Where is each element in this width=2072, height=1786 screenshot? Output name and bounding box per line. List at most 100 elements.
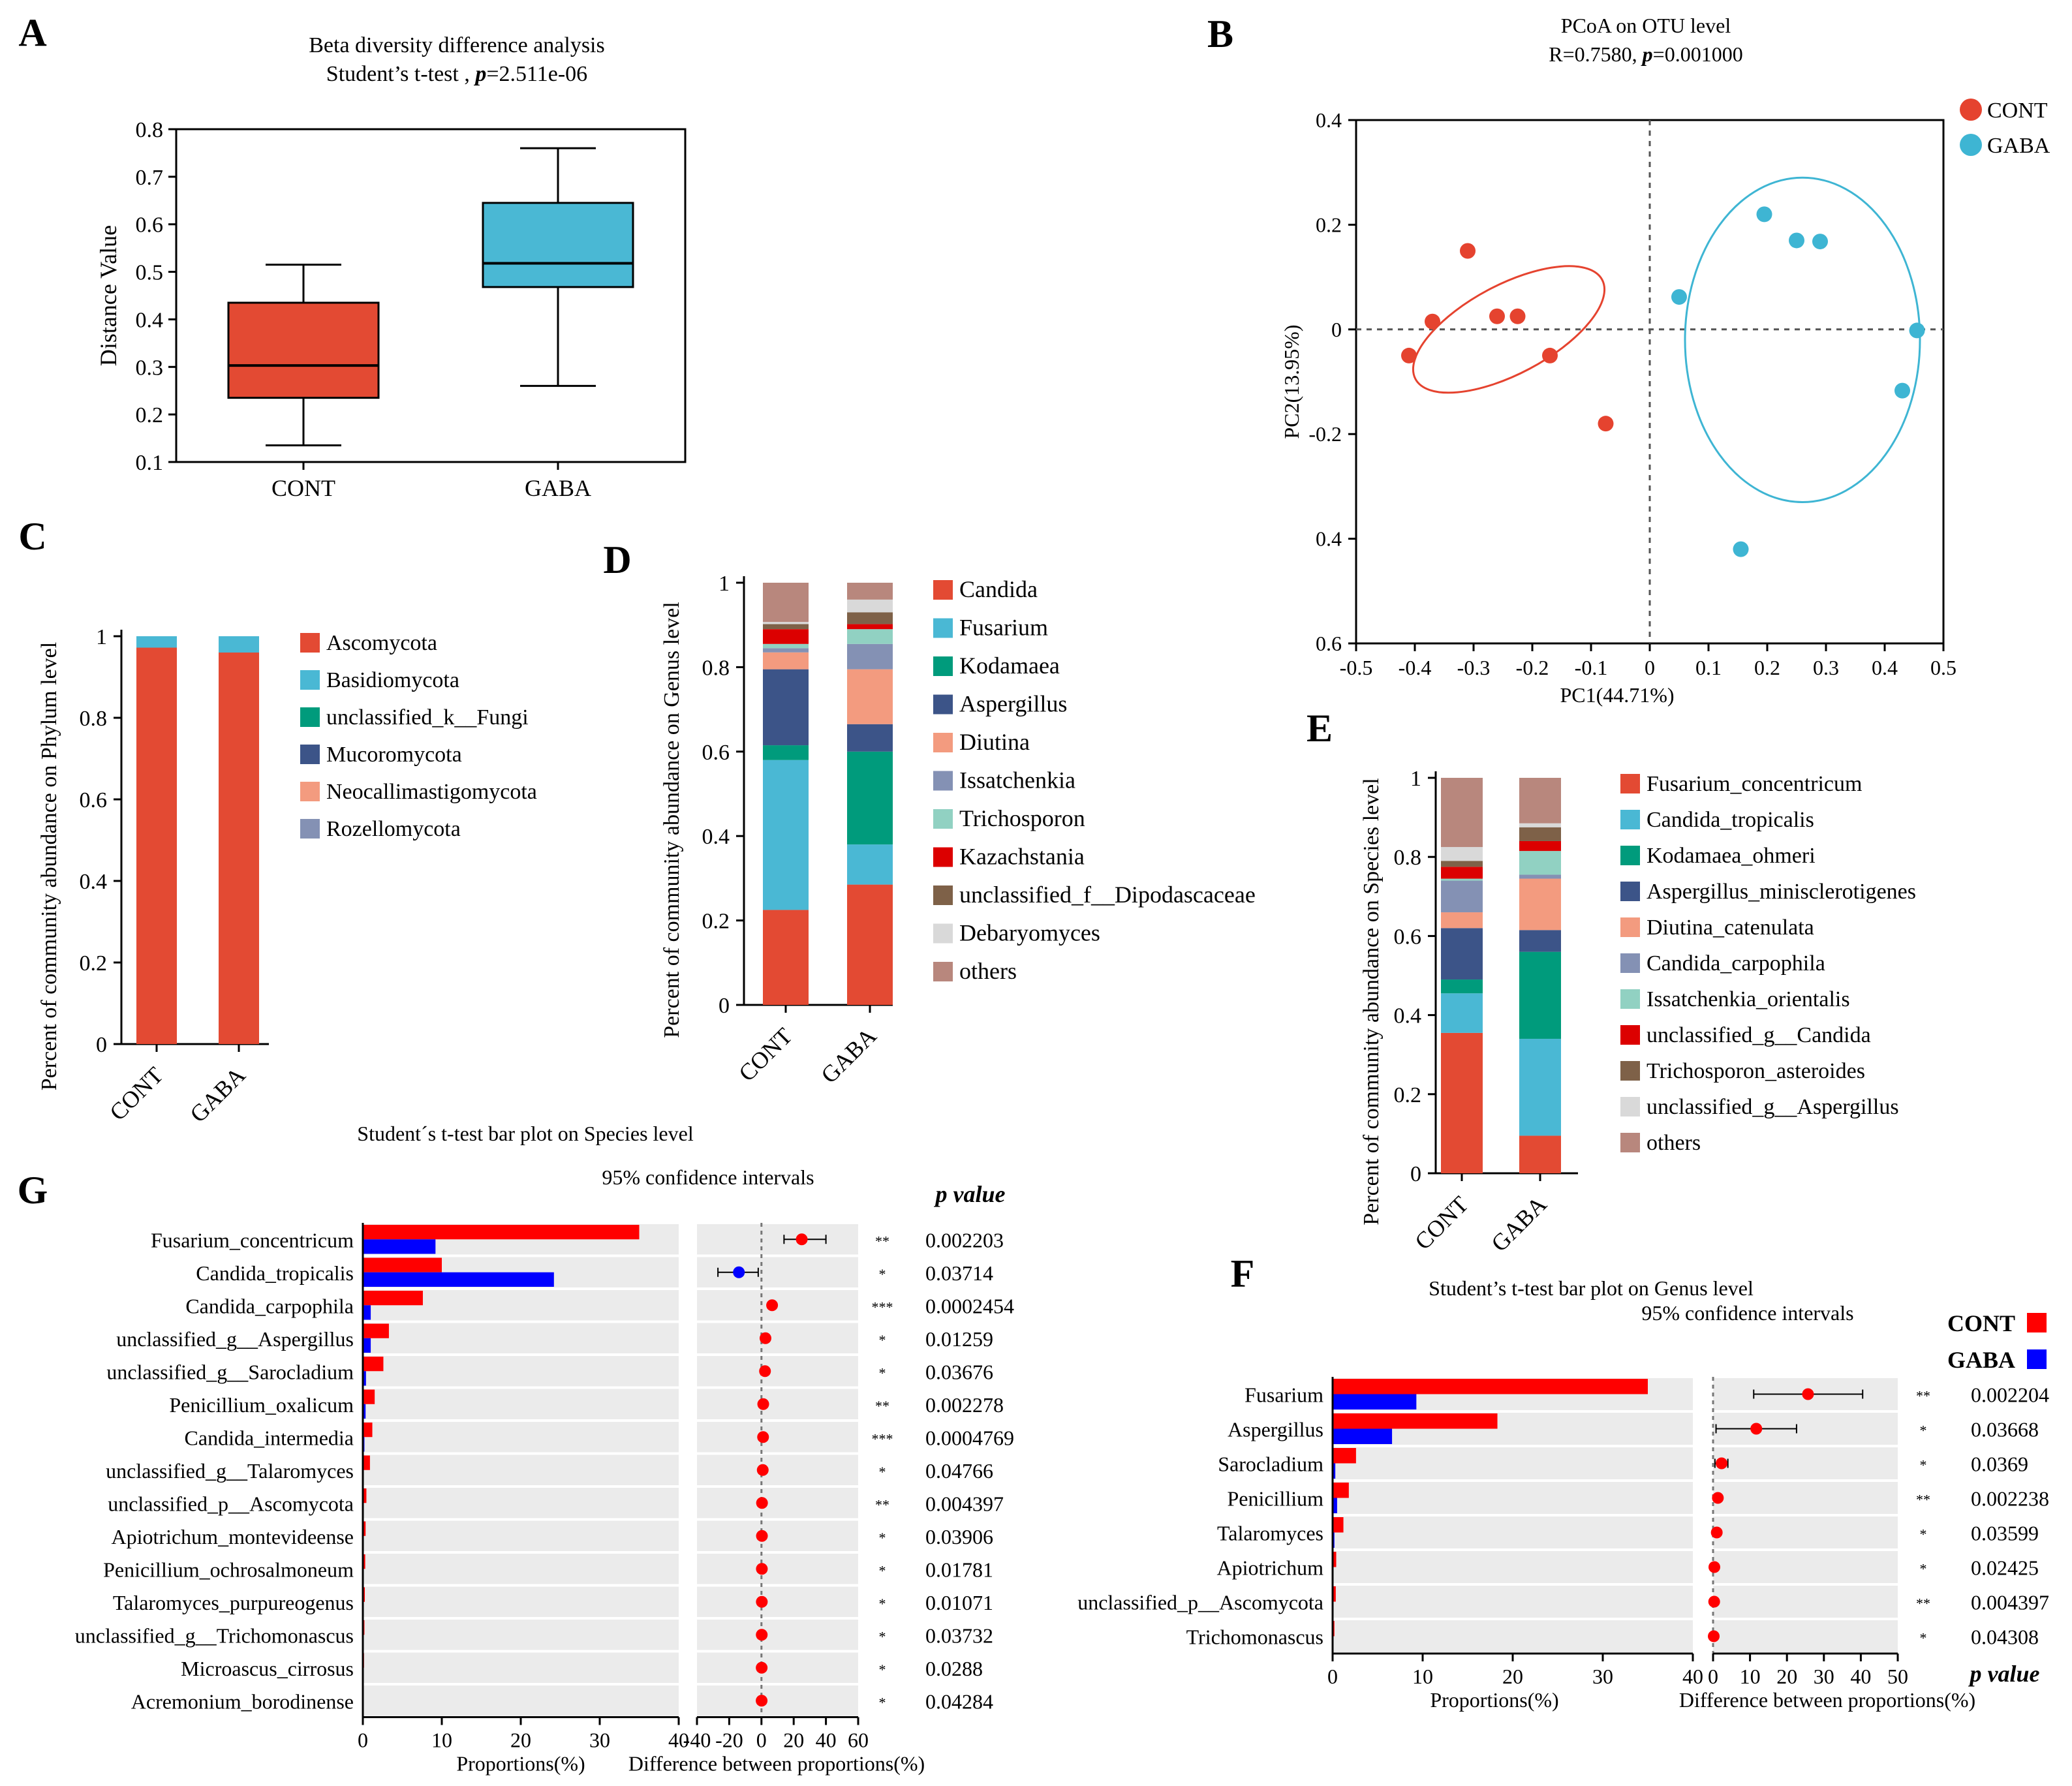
- bar-segment-aspergillus: [763, 669, 809, 746]
- legend-label: Debaryomyces: [959, 920, 1100, 946]
- chart-subtitle: Student’s t-test , p=2.511e-06: [326, 62, 587, 86]
- y-tick-label: 1: [719, 572, 730, 596]
- legend-label: others: [1647, 1131, 1701, 1155]
- row-band-left: [363, 1488, 679, 1518]
- difference-point: [756, 1595, 768, 1608]
- legend-label: Fusarium_concentricum: [1647, 772, 1862, 796]
- x-axis-label-left: Proportions(%): [1430, 1688, 1558, 1712]
- legend-label: unclassified_g__Candida: [1647, 1023, 1871, 1047]
- row-band-left: [363, 1652, 679, 1683]
- y-tick-label: 0: [96, 1033, 107, 1057]
- difference-point: [1716, 1457, 1728, 1470]
- bar-segment-kodamaea: [847, 751, 893, 845]
- chart-title: PCoA on OTU level: [1561, 14, 1731, 37]
- confidence-ellipse-cont: [1412, 265, 1606, 394]
- row-band-right: [697, 1455, 858, 1485]
- row-band-right: [697, 1422, 858, 1453]
- p-value: 0.002238: [1971, 1487, 2049, 1511]
- legend-swatch: [1620, 917, 1640, 937]
- bar-segment-unclassified-f-dipodascaceae: [763, 624, 809, 630]
- bar-segment-fusarium-concentricum: [1441, 1032, 1483, 1173]
- bar-cont: [1333, 1483, 1349, 1498]
- y-axis-label: Distance Value: [95, 225, 121, 366]
- significance-stars: **: [1916, 1595, 1930, 1612]
- y-tick-label: 1: [96, 625, 107, 649]
- y-axis-label: Percent of community abundance on Phylum…: [37, 642, 61, 1090]
- panel-label-d: D: [603, 538, 631, 581]
- row-band-left: [363, 1686, 679, 1716]
- row-band-left: [1333, 1447, 1693, 1479]
- row-label: Sarocladium: [1218, 1453, 1323, 1476]
- legend-swatch: [300, 745, 320, 764]
- bar-segment-unclassified-g-aspergillus: [1441, 847, 1483, 861]
- legend-label: Candida_tropicalis: [1647, 808, 1814, 832]
- row-band-right: [697, 1652, 858, 1683]
- row-label: unclassified_p__Ascomycota: [108, 1492, 354, 1515]
- chart-subtitle-p-label: p: [473, 62, 486, 86]
- chart-subtitle-prefix: Student’s t-test ,: [326, 62, 476, 86]
- legend-label: Basidiomycota: [326, 668, 459, 692]
- bar-segment-kodamaea-ohmeri: [1441, 979, 1483, 994]
- row-band-left: [1333, 1517, 1693, 1548]
- legend-swatch-cont: [2027, 1313, 2047, 1332]
- p-value: 0.04308: [1971, 1625, 2039, 1649]
- chart-title: Beta diversity difference analysis: [309, 33, 605, 57]
- p-value: 0.03676: [925, 1360, 993, 1383]
- legend-label: Aspergillus: [959, 691, 1067, 717]
- p-value: 0.03906: [925, 1525, 993, 1548]
- significance-stars: *: [879, 1694, 886, 1710]
- y-tick-label: 0.4: [1316, 108, 1342, 132]
- bar-segment-aspergillus: [847, 724, 893, 752]
- p-value: 0.04766: [925, 1459, 993, 1483]
- y-tick-label: 0.2: [136, 403, 164, 427]
- legend-swatch: [1620, 1097, 1640, 1116]
- p-value: 0.03599: [1971, 1522, 2039, 1545]
- significance-stars: *: [879, 1364, 886, 1381]
- chart-subtitle: R=0.7580, p=0.001000: [1549, 42, 1742, 66]
- row-band-right: [697, 1554, 858, 1584]
- bar-segment-unclassified-g-candida: [1519, 840, 1561, 852]
- bar-segment-trichosporon-asteroides: [1519, 827, 1561, 841]
- p-value: 0.01071: [925, 1591, 993, 1614]
- chart-subtitle-p-label: p: [1641, 42, 1653, 66]
- legend-label: Diutina: [959, 729, 1030, 755]
- row-label: unclassified_p__Ascomycota: [1077, 1591, 1323, 1614]
- significance-stars: *: [1920, 1526, 1927, 1543]
- bar-segment-candida-carpophila: [1519, 874, 1561, 879]
- chart-subtitle-prefix: R=0.7580,: [1549, 42, 1642, 66]
- bar-segment-trichosporon: [763, 643, 809, 649]
- x-tick-label-left: 10: [431, 1729, 452, 1752]
- significance-stars: **: [1916, 1388, 1930, 1404]
- bar-segment-fusarium: [847, 844, 893, 885]
- legend-swatch: [300, 633, 320, 653]
- x-tick-label-right: 0: [756, 1729, 767, 1752]
- y-tick-label: 0.4: [702, 825, 730, 849]
- y-tick-label: 0: [1331, 318, 1342, 341]
- p-value: 0.0288: [925, 1657, 983, 1680]
- x-tick-label: 0.2: [1754, 656, 1780, 679]
- bar-segment-issatchenkia: [847, 643, 893, 670]
- row-label: Apiotrichum_montevideense: [112, 1525, 354, 1548]
- difference-point: [756, 1497, 768, 1509]
- bar-gaba: [363, 1272, 554, 1287]
- row-band-right: [697, 1488, 858, 1518]
- row-band-left: [363, 1554, 679, 1584]
- bar-gaba: [363, 1371, 366, 1386]
- significance-stars: **: [875, 1496, 889, 1513]
- legend-label: unclassified_g__Aspergillus: [1647, 1095, 1899, 1119]
- bar-cont: [363, 1488, 367, 1503]
- bar-segment-diutina: [847, 669, 893, 724]
- row-label: unclassified_g__Talaromyces: [106, 1459, 354, 1483]
- row-band-right: [697, 1686, 858, 1716]
- y-tick-label: 0.6: [136, 213, 164, 238]
- bar-cont: [363, 1554, 365, 1569]
- legend-label: GABA: [1987, 134, 2050, 158]
- legend-swatch: [933, 733, 953, 752]
- row-band-right: [1713, 1447, 1898, 1479]
- legend-swatch: [1620, 953, 1640, 973]
- bar-segment-kazachstania: [763, 629, 809, 644]
- x-tick-label: GABA: [1486, 1191, 1551, 1256]
- scatter-point-gaba: [1733, 541, 1749, 557]
- legend-swatch: [1620, 989, 1640, 1009]
- p-value: 0.002203: [925, 1228, 1004, 1252]
